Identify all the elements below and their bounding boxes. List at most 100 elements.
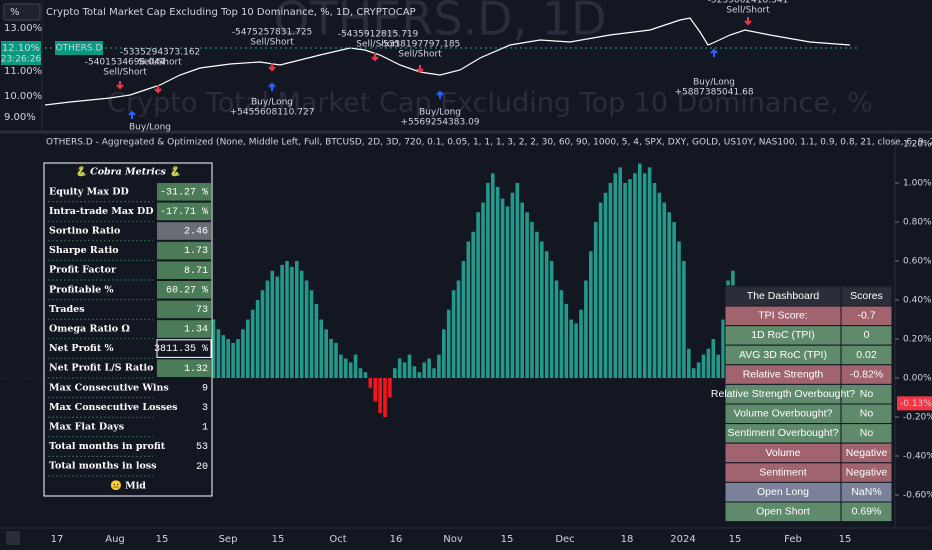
metric-label: Max Flat Days	[49, 422, 124, 433]
histogram-bar	[711, 339, 716, 378]
histogram-bar	[691, 368, 696, 378]
signal-label: Sell/Short	[356, 40, 400, 50]
signal-label: Sell/Short	[398, 50, 442, 60]
metric-value: 1.32	[184, 364, 208, 375]
time-axis-label: 15	[501, 534, 514, 545]
histogram-bar	[304, 280, 309, 378]
histogram-bar	[378, 378, 382, 414]
histogram-bar	[402, 362, 407, 378]
histogram-bar	[510, 192, 515, 378]
y-tick-label: 0.00%	[903, 374, 932, 384]
metric-label: Equity Max DD	[49, 186, 129, 197]
countdown: 23:26:26	[1, 55, 42, 65]
histogram-bar	[628, 179, 632, 378]
histogram-bar	[295, 261, 299, 378]
signal-label: +5455608110.727	[230, 108, 315, 118]
histogram-bar	[584, 280, 588, 378]
metric-label: Max Consecutive Losses	[49, 402, 178, 413]
metric-value-cell	[157, 241, 211, 260]
histogram-bar	[339, 354, 343, 378]
metric-value-cell	[157, 300, 211, 319]
histogram-bar	[348, 362, 353, 378]
signal-label: +5569254383.09	[400, 118, 479, 128]
time-axis-label: 15	[839, 534, 852, 545]
time-axis-label: 18	[621, 534, 634, 545]
metrics-title: 🐍 Cobra Metrics 🐍	[75, 166, 183, 178]
histogram-bar	[647, 167, 652, 378]
dashboard-label: TPI Score:	[758, 310, 808, 322]
histogram-bar	[613, 173, 618, 378]
histogram-bar	[701, 354, 706, 378]
metric-value: 20	[196, 462, 208, 473]
histogram-bar	[368, 378, 373, 388]
histogram-bar	[407, 354, 412, 378]
signal-label: -5435912815.719	[338, 30, 419, 40]
price-axis-label: 11.00%	[4, 66, 42, 77]
histogram-bar	[329, 339, 333, 378]
time-axis-label: Oct	[329, 534, 346, 545]
time-axis-label: 15	[156, 534, 169, 545]
histogram-bar	[593, 222, 598, 378]
histogram-bar	[211, 319, 216, 378]
histogram-bar	[246, 319, 250, 378]
histogram-bar	[549, 261, 554, 378]
histogram-bar	[540, 241, 544, 378]
metric-value-cell	[157, 261, 211, 279]
histogram-bar	[633, 173, 637, 378]
buy-arrow	[128, 110, 136, 119]
indicator-title: OTHERS.D - Aggregated & Optimized (None,…	[46, 138, 932, 148]
metric-value: 1.73	[184, 246, 208, 257]
histogram-bar	[231, 342, 235, 378]
price-axis-label: 13.00%	[4, 23, 42, 34]
dashboard-label: Sentiment Overbought?	[728, 427, 839, 439]
histogram-bar	[417, 372, 422, 378]
signal-label: -5335294373.162	[120, 48, 201, 58]
scale-button[interactable]	[3, 3, 41, 21]
histogram-bar	[363, 372, 368, 378]
histogram-bar	[393, 368, 397, 378]
signal-label: Sell/Short	[138, 58, 182, 68]
signal-label: Buy/Long	[419, 108, 461, 118]
signal-label: -5358197797.185	[380, 40, 461, 50]
y-tick-label: 1.20%	[903, 140, 932, 150]
histogram-bar	[397, 358, 402, 378]
watermark-symbol: OTHERS.D, 1D	[273, 0, 606, 46]
histogram-bar	[427, 358, 431, 378]
histogram-bar	[515, 183, 520, 378]
histogram-bar	[275, 276, 279, 378]
price-axis-label: 9.00%	[4, 112, 36, 123]
histogram-bar	[432, 368, 436, 378]
metric-value: 2.46	[184, 227, 208, 238]
histogram-bar	[721, 319, 725, 378]
dashboard-score: -0.7	[857, 310, 875, 322]
signal-label: -5401534698.044	[85, 58, 166, 68]
histogram-bar	[442, 329, 446, 378]
y-tick-label: -0.40%	[903, 452, 932, 462]
histogram-bar	[236, 339, 240, 378]
signal-label: Buy/Long	[693, 78, 735, 88]
metric-value: 73	[196, 305, 208, 316]
histogram-bar	[358, 368, 363, 378]
histogram-bar	[642, 173, 647, 378]
scale-button-label[interactable]: %	[10, 7, 20, 18]
buy-arrow	[268, 82, 276, 91]
metric-label: Sharpe Ratio	[49, 245, 119, 256]
histogram-bar	[383, 378, 387, 417]
histogram-bar	[324, 329, 328, 378]
time-axis-label: Nov	[443, 534, 463, 545]
last-price-box	[1, 41, 41, 65]
histogram-bar	[290, 266, 294, 378]
settings-button[interactable]	[6, 531, 20, 545]
y-tick-label: 0.40%	[903, 296, 932, 306]
histogram-bar	[241, 329, 245, 378]
metric-value: 3	[202, 403, 208, 414]
histogram-bar	[672, 222, 676, 378]
time-axis-label: Dec	[555, 534, 574, 545]
histogram-bar	[559, 290, 564, 378]
dashboard-label: 1D RoC (TPI)	[751, 329, 815, 341]
time-axis-label: Feb	[784, 534, 802, 545]
watermark-name: Crypto Total Market Cap Excluding Top 10…	[107, 88, 873, 119]
signal-label: -5239062418.341	[708, 0, 789, 6]
dashboard-label: AVG 3D RoC (TPI)	[739, 349, 827, 361]
metric-value-cell	[157, 320, 211, 338]
